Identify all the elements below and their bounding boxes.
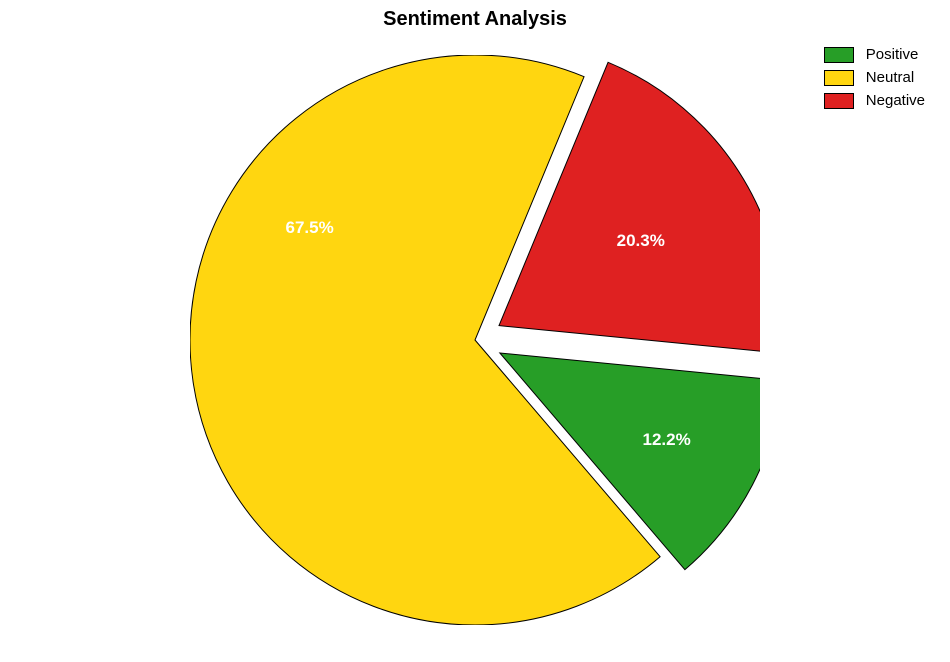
legend-item-positive: Positive [824, 46, 925, 63]
legend-swatch-neutral [824, 70, 854, 86]
legend-item-neutral: Neutral [824, 69, 925, 86]
legend-swatch-negative [824, 93, 854, 109]
slice-label-negative: 20.3% [617, 231, 665, 251]
slice-label-neutral: 67.5% [285, 218, 333, 238]
pie-chart: 20.3% 12.2% 67.5% [190, 55, 760, 625]
legend-swatch-positive [824, 47, 854, 63]
legend: Positive Neutral Negative [824, 46, 925, 115]
legend-label-neutral: Neutral [866, 69, 914, 86]
legend-label-negative: Negative [866, 92, 925, 109]
legend-item-negative: Negative [824, 92, 925, 109]
legend-label-positive: Positive [866, 46, 919, 63]
chart-title: Sentiment Analysis [383, 8, 567, 31]
slice-label-positive: 12.2% [643, 430, 691, 450]
